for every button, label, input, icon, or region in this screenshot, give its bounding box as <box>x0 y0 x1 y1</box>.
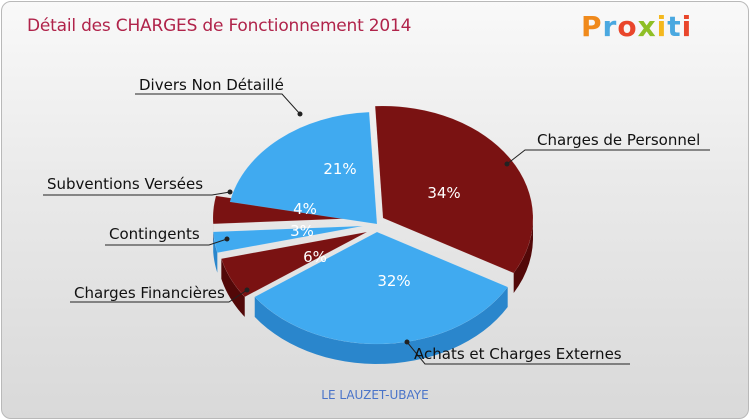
leader-line <box>43 191 231 196</box>
slice-category-label: Achats et Charges Externes <box>414 345 622 363</box>
pie-slice <box>254 231 509 345</box>
logo-letter: i <box>681 10 693 43</box>
slice-category-label: Charges de Personnel <box>537 131 700 149</box>
leader-line-marker <box>404 339 410 345</box>
slice-category-label: Charges Financières <box>74 284 225 302</box>
slice-percent-label: 21% <box>323 160 356 178</box>
pie-slice <box>212 225 364 254</box>
chart-title: Détail des CHARGES de Fonctionnement 201… <box>27 16 412 36</box>
pie-slice-side <box>254 286 508 364</box>
pie-slice-side <box>513 219 533 293</box>
logo-letter: P <box>581 10 603 43</box>
slice-percent-label: 3% <box>290 222 314 240</box>
leader-line <box>105 238 228 246</box>
leader-line <box>70 289 248 303</box>
logo-letter: r <box>602 10 618 43</box>
logo-letter: i <box>656 10 668 43</box>
leader-line-marker <box>224 236 230 242</box>
leader-line <box>506 149 710 165</box>
slice-category-label: Divers Non Détaillé <box>139 76 284 94</box>
leader-line <box>406 341 630 365</box>
leader-line-marker <box>227 189 233 195</box>
logo-letter: t <box>667 10 682 43</box>
leader-line-marker <box>297 111 303 117</box>
leader-line-marker <box>244 287 250 293</box>
leader-line-marker <box>504 161 510 167</box>
slice-category-label: Contingents <box>109 225 200 243</box>
slice-percent-label: 34% <box>427 184 460 202</box>
commune-name: LE LAUZET-UBAYE <box>321 388 429 402</box>
leader-line <box>135 93 301 115</box>
slice-category-label: Subventions Versées <box>47 175 203 193</box>
pie-slice <box>229 111 378 225</box>
logo-letter: o <box>617 10 638 43</box>
proxiti-logo: Proxiti <box>581 10 692 43</box>
pie-slice <box>374 105 534 274</box>
slice-percent-label: 4% <box>293 200 317 218</box>
pie-slice <box>221 231 368 298</box>
pie-slice-side <box>221 258 245 317</box>
logo-letter: x <box>637 10 657 43</box>
slice-percent-label: 6% <box>303 248 327 266</box>
slice-percent-label: 32% <box>377 272 410 290</box>
pie-slice-side <box>213 231 218 273</box>
